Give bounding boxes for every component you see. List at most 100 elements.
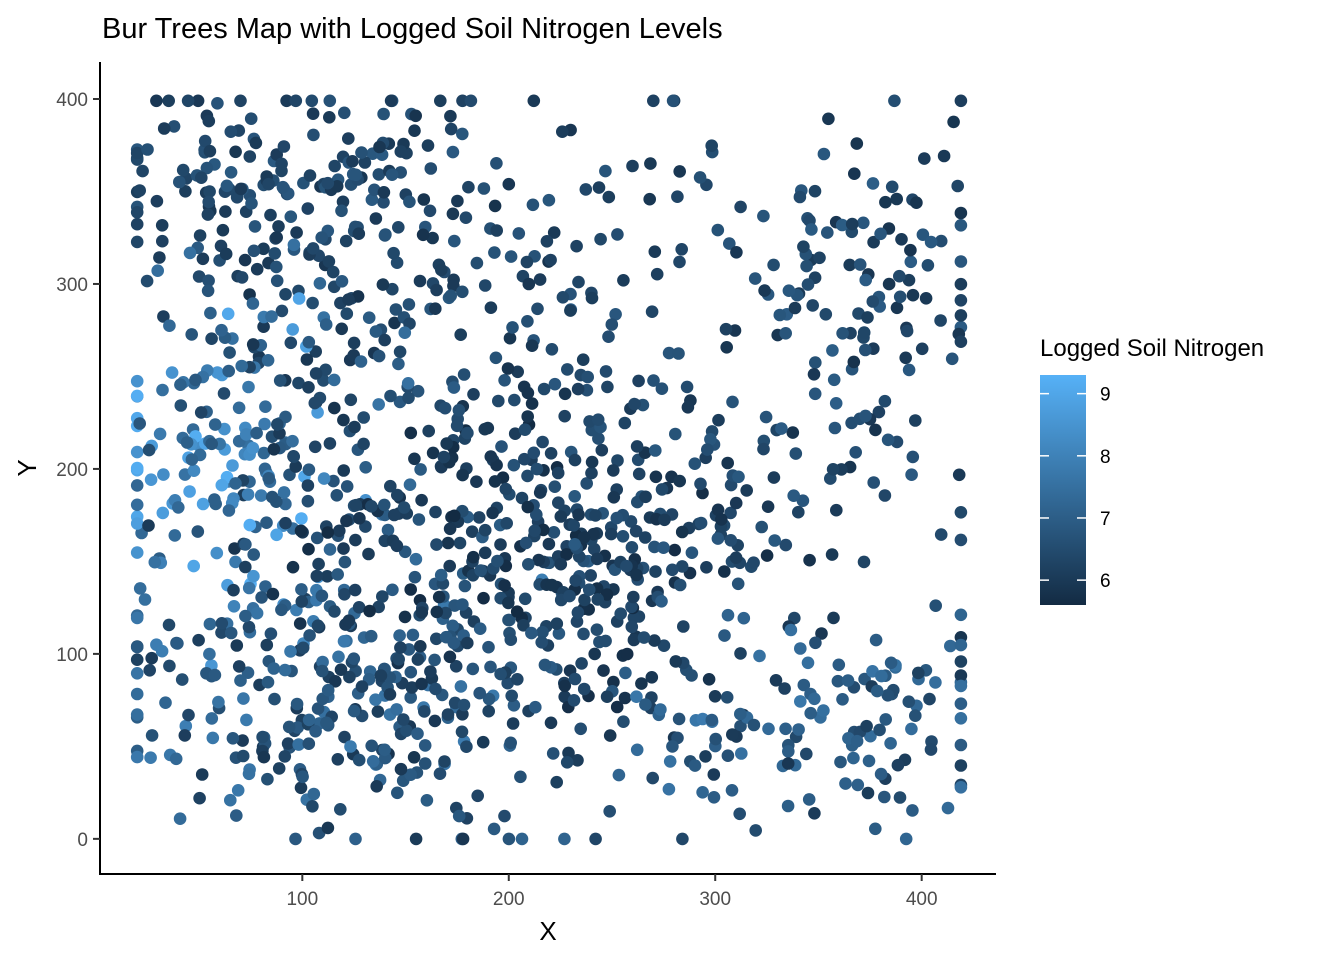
data-point	[181, 94, 195, 108]
data-point	[526, 198, 540, 212]
data-point	[655, 595, 668, 608]
data-point	[357, 437, 370, 451]
data-point	[247, 569, 260, 583]
data-point	[434, 94, 447, 108]
data-point	[352, 601, 366, 614]
data-point	[704, 433, 717, 446]
data-point	[638, 531, 652, 544]
data-point	[433, 767, 447, 780]
data-point	[370, 780, 384, 793]
data-point	[240, 713, 253, 727]
data-point	[544, 716, 558, 730]
data-point	[568, 538, 581, 551]
data-point	[130, 653, 144, 666]
data-point	[700, 561, 713, 574]
data-point	[323, 94, 337, 108]
data-point	[402, 298, 416, 311]
data-point	[839, 777, 852, 790]
data-point	[782, 284, 796, 298]
data-point	[647, 94, 660, 108]
data-point	[558, 832, 571, 846]
data-point	[210, 546, 224, 560]
data-point	[850, 734, 864, 748]
data-point	[315, 231, 329, 244]
data-point	[398, 610, 412, 624]
data-point	[414, 640, 427, 653]
data-point	[178, 729, 192, 742]
data-point	[906, 804, 919, 817]
data-point	[130, 546, 144, 559]
data-point	[198, 134, 212, 148]
data-point	[732, 470, 745, 484]
data-point	[130, 687, 144, 701]
data-point	[268, 692, 281, 706]
data-point	[142, 519, 155, 532]
data-point	[518, 452, 531, 466]
data-point	[133, 582, 147, 595]
data-point	[416, 228, 430, 242]
data-point	[817, 147, 831, 161]
data-point	[734, 707, 747, 721]
data-point	[294, 524, 308, 538]
data-point	[276, 180, 290, 194]
data-point	[673, 255, 686, 269]
data-point	[275, 164, 288, 178]
data-point	[236, 734, 249, 747]
data-point	[797, 678, 811, 692]
data-point	[600, 588, 614, 601]
data-point	[153, 427, 167, 441]
data-point	[662, 782, 676, 796]
data-point	[270, 260, 283, 274]
data-point	[589, 509, 602, 522]
data-point	[518, 423, 532, 437]
data-point	[954, 255, 968, 268]
data-point	[859, 409, 872, 423]
data-point	[909, 709, 922, 722]
data-point	[220, 179, 234, 193]
data-point	[130, 217, 144, 231]
data-point	[222, 504, 236, 517]
y-tick-label: 300	[56, 275, 88, 296]
data-point	[536, 435, 549, 449]
data-point	[490, 224, 504, 237]
data-point	[602, 330, 615, 344]
data-point	[187, 464, 201, 478]
data-point	[924, 743, 938, 756]
data-point	[747, 718, 761, 732]
data-point	[675, 560, 689, 573]
data-point	[180, 436, 194, 449]
data-point	[430, 605, 444, 619]
data-point	[321, 821, 335, 835]
data-point	[321, 176, 335, 190]
data-point	[471, 789, 485, 803]
data-point	[672, 712, 686, 726]
data-point	[369, 693, 382, 706]
data-point	[585, 291, 599, 305]
data-point	[302, 335, 316, 349]
data-point	[393, 345, 407, 359]
data-point	[261, 772, 274, 786]
data-point	[568, 453, 582, 467]
data-point	[265, 490, 279, 504]
data-point	[239, 428, 253, 441]
data-point	[323, 543, 337, 556]
data-point	[403, 195, 416, 209]
data-point	[758, 284, 771, 297]
data-point	[260, 516, 273, 529]
data-point	[232, 660, 246, 673]
data-point	[544, 253, 557, 267]
data-point	[767, 258, 780, 272]
data-point	[550, 617, 564, 630]
data-point	[599, 365, 613, 378]
data-point	[242, 767, 256, 781]
data-point	[415, 493, 428, 507]
data-point	[202, 114, 216, 128]
data-point	[857, 216, 870, 230]
data-point	[256, 730, 269, 744]
data-point	[183, 485, 196, 498]
data-point	[693, 171, 707, 184]
data-point	[626, 159, 639, 173]
points-layer	[130, 94, 968, 846]
data-point	[391, 488, 404, 502]
data-point	[340, 514, 353, 528]
